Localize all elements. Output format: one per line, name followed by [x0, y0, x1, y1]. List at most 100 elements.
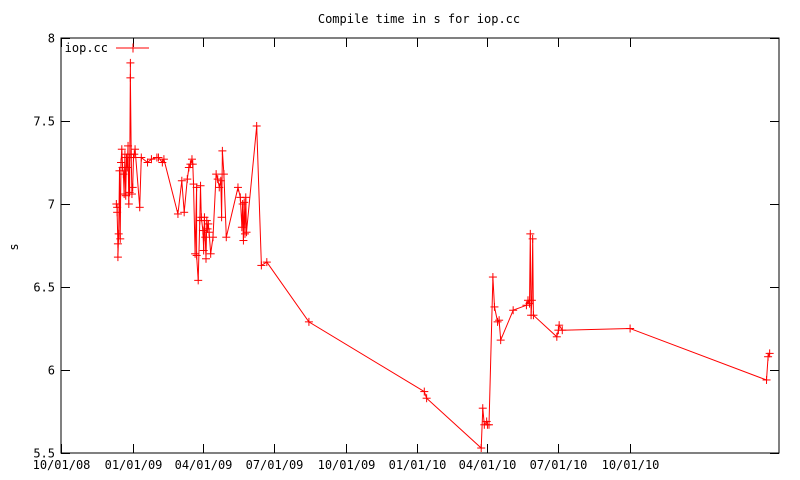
y-tick-label: 7.5	[33, 115, 55, 129]
x-tick-label: 10/01/08	[33, 458, 91, 472]
data-point	[201, 233, 210, 242]
data-point	[158, 158, 167, 167]
data-point	[526, 229, 535, 238]
data-point	[120, 190, 129, 199]
data-point	[477, 444, 486, 453]
data-point	[237, 223, 246, 232]
data-point	[113, 253, 122, 262]
chart-title: Compile time in s for iop.cc	[318, 12, 520, 26]
data-point	[127, 190, 136, 199]
data-point	[215, 183, 224, 192]
data-point	[484, 420, 493, 429]
data-point	[495, 316, 504, 325]
data-point	[496, 336, 505, 345]
data-point	[112, 200, 121, 208]
data-point	[202, 216, 211, 225]
data-point	[183, 175, 192, 184]
data-point	[196, 181, 205, 190]
x-tick-label: 07/01/09	[246, 458, 304, 472]
y-axis-label: s	[7, 243, 21, 250]
data-point	[180, 208, 189, 217]
data-point	[147, 155, 156, 164]
x-tick-label: 04/01/09	[175, 458, 233, 472]
data-point	[555, 321, 564, 330]
y-tick-label: 6	[48, 364, 55, 378]
data-point	[199, 246, 208, 255]
data-point	[765, 349, 774, 358]
data-point	[240, 229, 249, 238]
data-point	[159, 155, 168, 164]
data-point	[121, 191, 130, 200]
data-point	[124, 200, 133, 208]
data-point	[529, 311, 538, 320]
data-point	[195, 216, 204, 225]
data-point	[242, 228, 251, 237]
x-tick-label: 10/01/10	[602, 458, 660, 472]
y-tick-label: 8	[48, 32, 55, 46]
data-point	[192, 251, 201, 260]
data-point	[558, 326, 567, 335]
data-point	[241, 193, 250, 202]
data-point	[216, 176, 225, 185]
x-tick-label: 04/01/10	[459, 458, 517, 472]
data-point	[233, 183, 242, 192]
data-point	[238, 200, 247, 208]
data-point	[422, 394, 431, 403]
data-point	[488, 273, 497, 282]
y-tick-label: 7	[48, 198, 55, 212]
data-point	[203, 224, 212, 233]
data-point	[128, 183, 137, 192]
data-point	[217, 213, 226, 222]
series-iop-cc	[112, 58, 774, 453]
legend-marker	[128, 43, 138, 53]
data-point	[137, 153, 146, 162]
data-point	[114, 229, 123, 238]
data-point	[131, 145, 140, 154]
data-point	[123, 163, 132, 172]
data-point	[209, 233, 218, 242]
data-point	[135, 203, 144, 212]
data-point	[262, 258, 271, 267]
data-point	[204, 219, 213, 228]
x-tick-label: 07/01/10	[530, 458, 588, 472]
x-tick-label: 10/01/09	[318, 458, 376, 472]
data-point	[420, 387, 429, 396]
data-point	[218, 146, 227, 155]
data-point	[126, 73, 135, 82]
y-tick-label: 5.5	[33, 447, 55, 461]
data-point	[194, 276, 203, 285]
data-point	[191, 249, 200, 258]
data-point	[173, 209, 182, 218]
data-point	[188, 160, 197, 169]
data-point	[212, 170, 221, 179]
data-point	[117, 158, 126, 167]
data-point	[126, 58, 135, 67]
data-point	[184, 163, 193, 172]
data-point	[124, 141, 133, 150]
data-point	[239, 236, 248, 245]
data-point	[490, 302, 499, 311]
data-point	[113, 208, 122, 217]
y-axis: 5.5 6 6.5 7 7.5 8	[33, 32, 779, 461]
data-point	[240, 198, 249, 207]
legend: iop.cc	[65, 41, 149, 55]
data-point	[143, 158, 152, 167]
plot-frame	[60, 37, 780, 454]
x-tick-label: 01/01/09	[105, 458, 163, 472]
data-point	[192, 183, 201, 192]
data-point	[493, 317, 502, 326]
data-point	[527, 296, 536, 305]
data-point	[116, 234, 125, 243]
y-tick-label: 6.5	[33, 281, 55, 295]
data-point	[130, 150, 139, 159]
x-axis: 10/01/08 01/01/09 04/01/09 07/01/09 10/01/09…	[33, 38, 660, 472]
data-point	[219, 170, 228, 179]
data-point	[113, 239, 122, 248]
data-point	[187, 155, 196, 164]
data-point	[304, 317, 313, 326]
data-point	[205, 228, 214, 237]
data-point	[528, 234, 537, 243]
data-point	[129, 153, 138, 162]
data-point	[222, 233, 231, 242]
